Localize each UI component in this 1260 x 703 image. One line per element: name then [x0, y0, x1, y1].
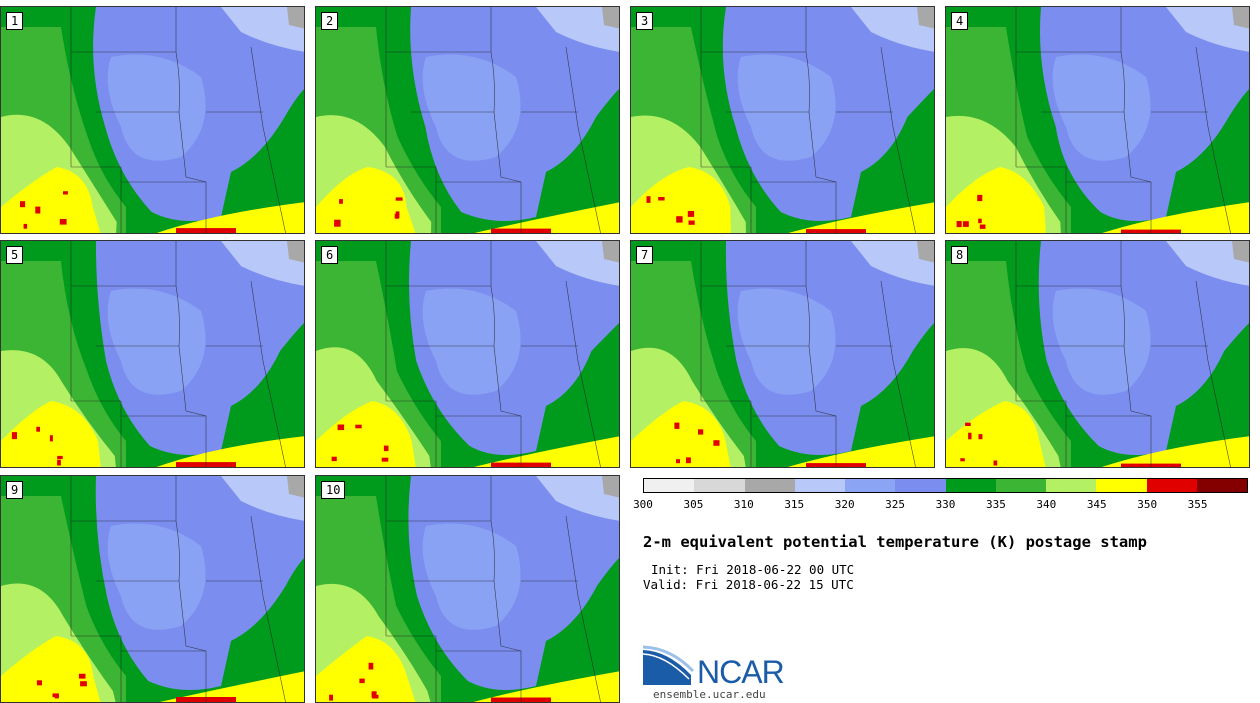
map-field [946, 7, 1249, 233]
colorbar-bin [895, 479, 946, 492]
colorbar-tick-label: 340 [1036, 498, 1057, 511]
map-field [316, 476, 619, 702]
map-field [316, 241, 619, 467]
colorbar-tick-labels: 300 305 310 315 320 325 330 335 340 345 350 355 [633, 498, 1248, 512]
postage-stamp-panel: 8 [945, 240, 1250, 468]
colorbar-bin [794, 479, 845, 492]
colorbar-tick-label: 330 [935, 498, 956, 511]
colorbar-bin [1196, 479, 1247, 492]
member-number-label: 2 [321, 12, 339, 30]
postage-stamp-panel: 5 [0, 240, 305, 468]
colorbar-bin [845, 479, 896, 492]
postage-stamp-panel: 6 [315, 240, 620, 468]
member-number-label: 4 [951, 12, 969, 30]
member-number-label: 9 [6, 481, 24, 499]
colorbar-bin [744, 479, 795, 492]
colorbar-tick-label: 335 [985, 498, 1006, 511]
map-field [631, 7, 934, 233]
colorbar-bin [1096, 479, 1147, 492]
postage-stamp-panel: 9 [0, 475, 305, 703]
map-field [316, 7, 619, 233]
colorbar-bin [644, 479, 695, 492]
ncar-logo-text: NCAR [697, 654, 785, 690]
member-number-label: 5 [6, 246, 24, 264]
member-number-label: 6 [321, 246, 339, 264]
colorbar-bin [694, 479, 745, 492]
colorbar-bin [945, 479, 996, 492]
logo-url: ensemble.ucar.edu [653, 688, 766, 701]
init-time: Init: Fri 2018-06-22 00 UTC [651, 562, 855, 577]
colorbar-tick-label: 325 [885, 498, 906, 511]
valid-time: Valid: Fri 2018-06-22 15 UTC [643, 577, 854, 592]
postage-stamp-panel: 2 [315, 6, 620, 234]
colorbar-tick-label: 355 [1187, 498, 1208, 511]
member-number-label: 8 [951, 246, 969, 264]
colorbar-tick-label: 305 [683, 498, 704, 511]
postage-stamp-panel: 1 [0, 6, 305, 234]
map-field [1, 476, 304, 702]
map-field [631, 241, 934, 467]
colorbar-bin [1046, 479, 1097, 492]
postage-stamp-panel: 3 [630, 6, 935, 234]
ncar-logo-icon [643, 645, 695, 685]
member-number-label: 7 [636, 246, 654, 264]
colorbar [643, 478, 1248, 493]
colorbar-bin [995, 479, 1046, 492]
colorbar-tick-label: 320 [834, 498, 855, 511]
map-field [1, 7, 304, 233]
member-number-label: 1 [6, 12, 24, 30]
map-field [1, 241, 304, 467]
colorbar-tick-label: 310 [733, 498, 754, 511]
postage-stamp-panel: 7 [630, 240, 935, 468]
colorbar-tick-label: 350 [1137, 498, 1158, 511]
postage-stamp-panel: 4 [945, 6, 1250, 234]
colorbar-bin [1146, 479, 1197, 492]
member-number-label: 10 [321, 481, 346, 499]
map-field [946, 241, 1249, 467]
postage-stamp-panel: 10 [315, 475, 620, 703]
member-number-label: 3 [636, 12, 654, 30]
chart-title: 2-m equivalent potential temperature (K)… [643, 533, 1147, 551]
colorbar-tick-label: 300 [633, 498, 653, 511]
colorbar-tick-label: 345 [1086, 498, 1107, 511]
colorbar-tick-label: 315 [784, 498, 805, 511]
